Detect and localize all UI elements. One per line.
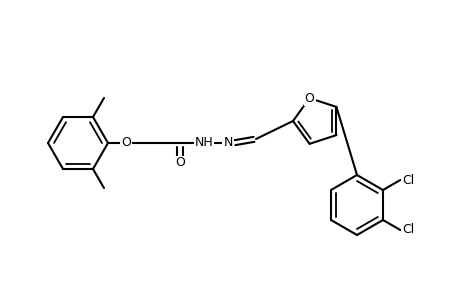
Text: O: O	[304, 92, 314, 105]
Text: N: N	[223, 136, 232, 149]
Text: Cl: Cl	[401, 173, 414, 187]
Text: NH: NH	[194, 136, 213, 149]
Text: Cl: Cl	[401, 224, 414, 236]
Text: O: O	[175, 157, 185, 169]
Text: O: O	[121, 136, 131, 149]
